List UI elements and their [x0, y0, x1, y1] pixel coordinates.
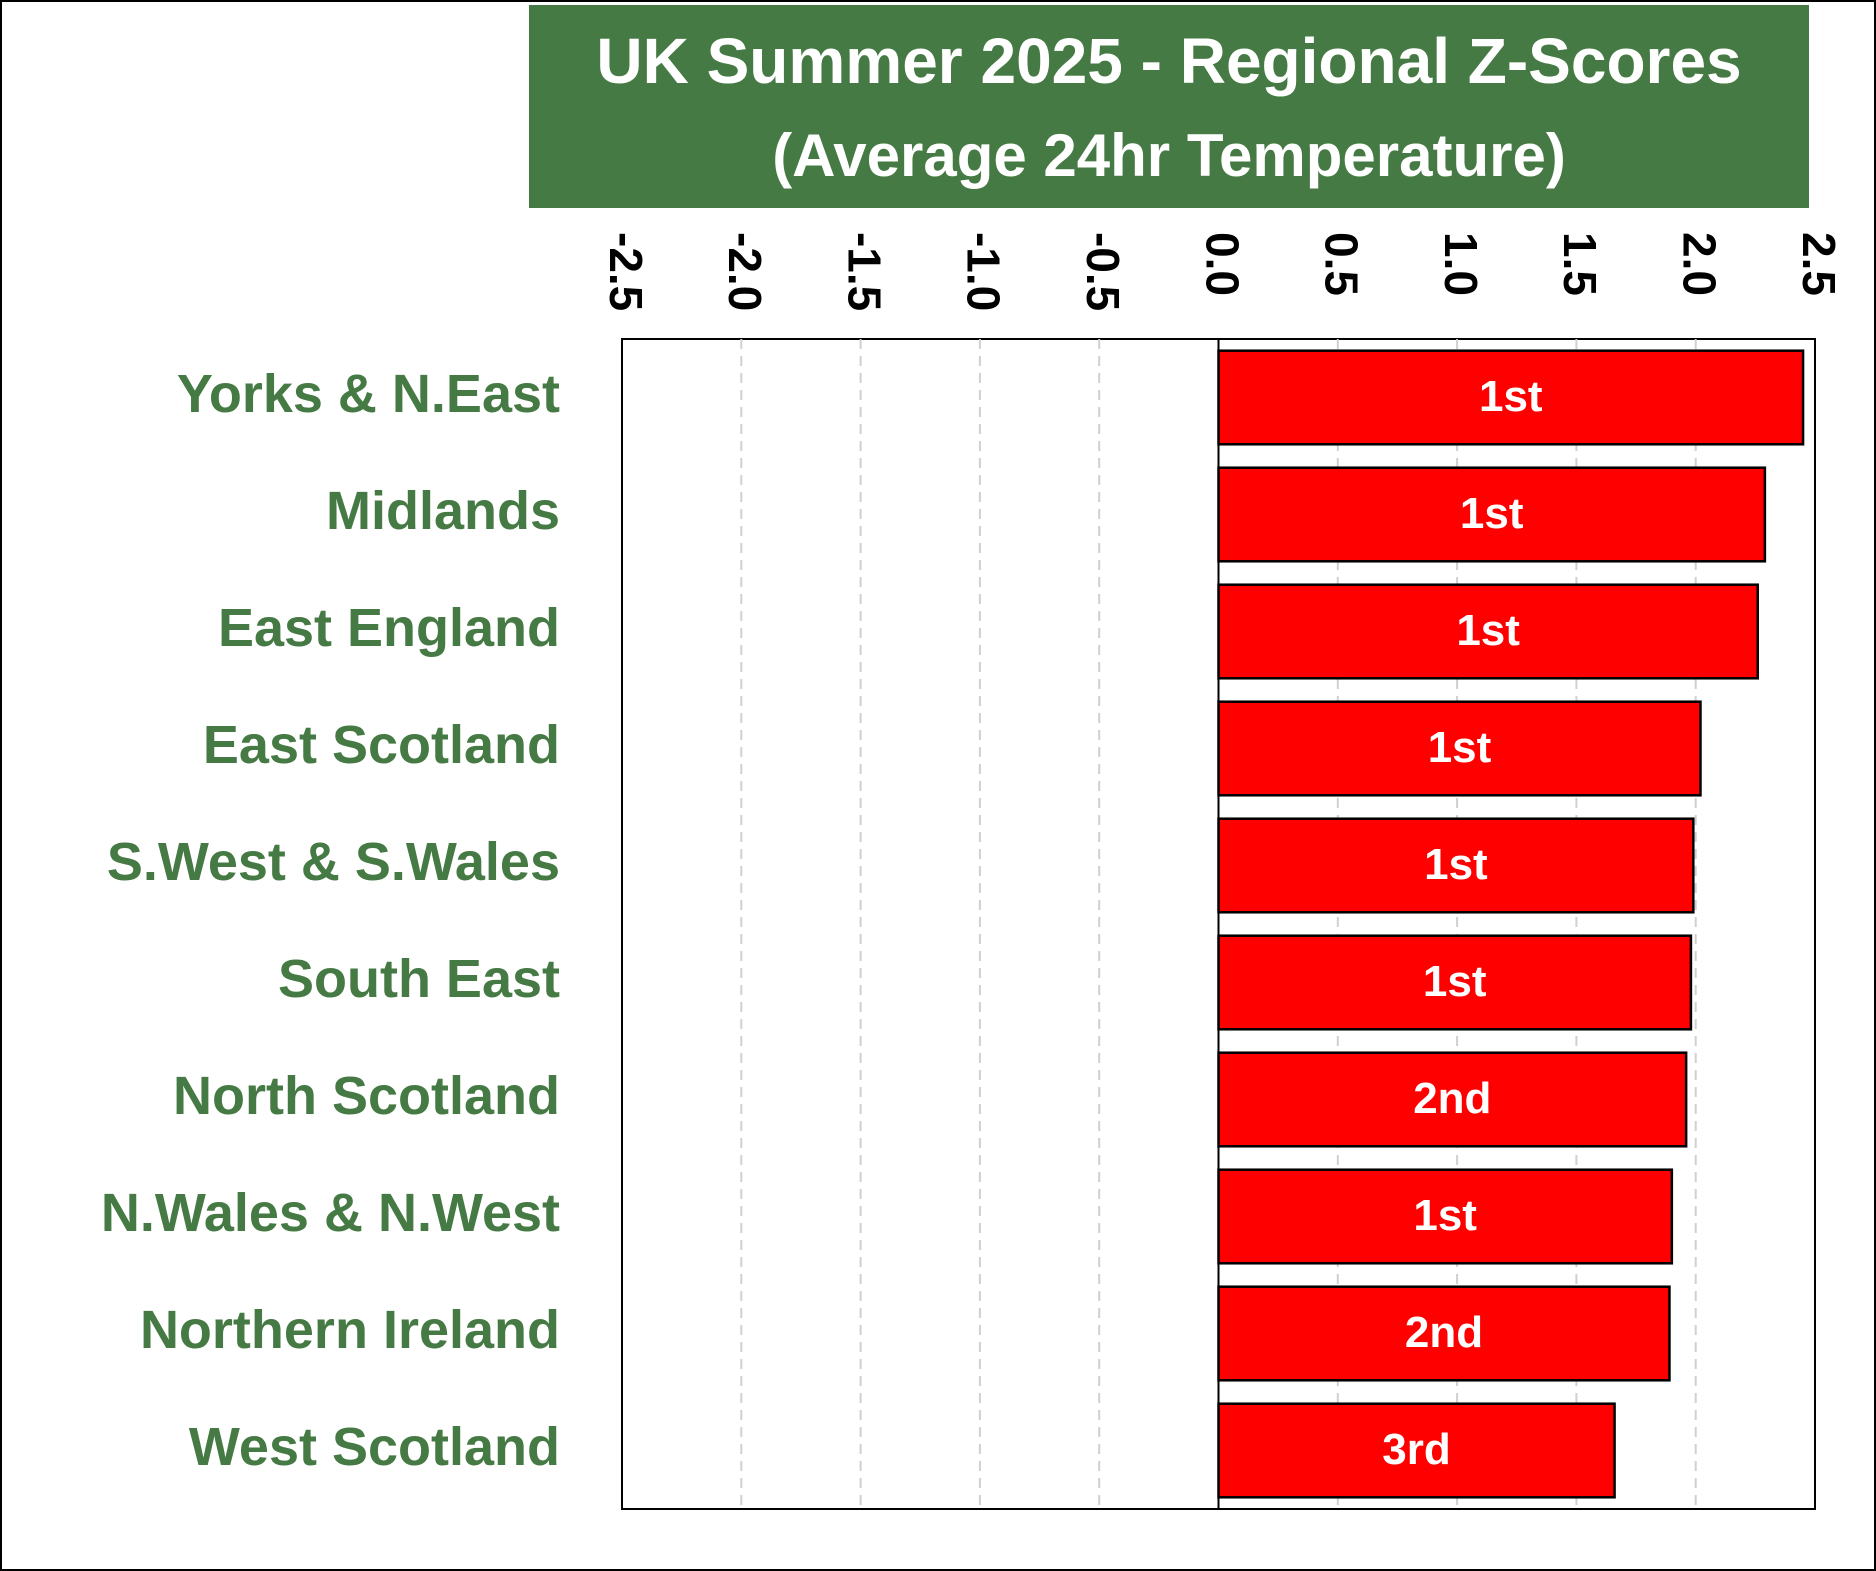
data-label: 1st [1479, 372, 1543, 421]
bar [1217, 349, 1805, 446]
data-label: 2nd [1405, 1308, 1483, 1357]
y-tick-label: North Scotland [173, 1066, 560, 1126]
bar [1217, 700, 1702, 797]
data-label: 1st [1424, 840, 1488, 889]
bar [1217, 1285, 1671, 1382]
y-tick-label: East Scotland [203, 715, 560, 775]
bar [1217, 934, 1693, 1031]
data-label: 1st [1413, 1191, 1477, 1240]
x-tick-label: -2.5 [600, 232, 652, 311]
y-tick-label: Northern Ireland [140, 1300, 560, 1360]
x-tick-label: 0.5 [1316, 232, 1368, 296]
x-tick-label: -1.5 [838, 232, 890, 311]
bar [1217, 1402, 1616, 1499]
chart-title: UK Summer 2025 - Regional Z-Scores [596, 25, 1741, 97]
data-label: 1st [1456, 606, 1520, 655]
x-tick-label: 1.0 [1435, 232, 1487, 296]
data-label: 1st [1428, 723, 1492, 772]
y-tick-label: South East [278, 949, 560, 1009]
x-tick-label: -0.5 [1077, 232, 1129, 311]
y-tick-label: Midlands [326, 481, 560, 541]
x-tick-label: 1.5 [1554, 232, 1606, 296]
y-tick-label: Yorks & N.East [177, 364, 560, 424]
data-label: 1st [1460, 489, 1524, 538]
bar [1217, 583, 1759, 680]
y-tick-label: N.Wales & N.West [101, 1183, 560, 1243]
title-box [529, 5, 1809, 208]
y-tick-label: East England [218, 598, 560, 658]
y-tick-label: S.West & S.Wales [107, 832, 560, 892]
x-tick-label: 2.0 [1674, 232, 1726, 296]
bar [1217, 1051, 1688, 1148]
bar [1217, 466, 1767, 563]
x-tick-label: -1.0 [958, 232, 1010, 311]
data-label: 3rd [1382, 1425, 1450, 1474]
data-label: 1st [1423, 957, 1487, 1006]
bar [1217, 817, 1695, 914]
x-tick-label: 2.5 [1793, 232, 1845, 296]
chart-subtitle: (Average 24hr Temperature) [772, 122, 1566, 189]
x-tick-label: 0.0 [1196, 232, 1248, 296]
y-tick-label: West Scotland [189, 1417, 560, 1477]
data-label: 2nd [1413, 1074, 1491, 1123]
bar [1217, 1168, 1674, 1265]
x-tick-label: -2.0 [719, 232, 771, 311]
